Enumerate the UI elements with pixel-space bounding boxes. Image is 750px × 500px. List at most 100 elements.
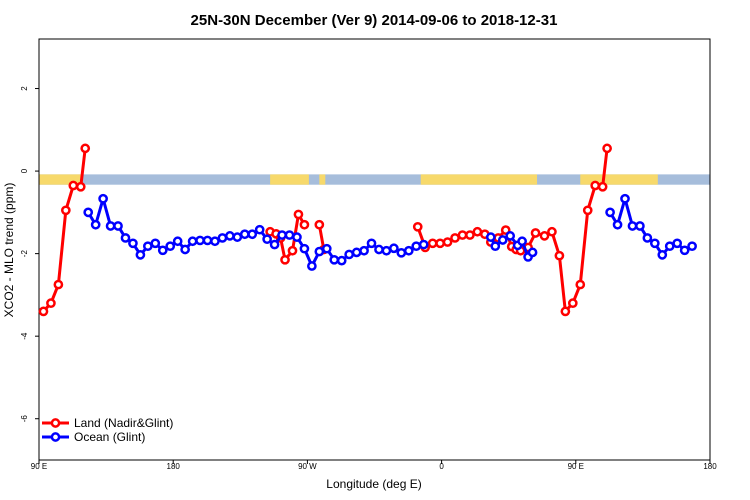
data-point-land [597,181,608,192]
data-point-ocean [381,245,392,256]
data-point-land [539,231,550,241]
data-point-ocean [374,244,384,255]
y-tick-label: -2 [20,250,29,258]
data-point-ocean [517,236,527,247]
y-tick-label: -4 [20,332,29,340]
y-axis-label: XCO2 - MLO trend (ppm) [2,183,16,318]
data-point-ocean [620,193,630,204]
data-point-ocean [217,233,228,243]
data-point-land [427,238,438,249]
data-point-land [75,181,86,192]
chart-title: 25N-30N December (Ver 9) 2014-09-06 to 2… [191,12,558,29]
series-ocean [83,193,697,271]
x-tick-label: 90 E [31,462,47,471]
data-point-land [80,143,91,154]
legend-entry-land: Land (Nadir&Glint) [42,416,173,430]
data-point-ocean [351,247,362,258]
strip-land-segment [270,174,309,185]
series-layer [38,143,697,317]
data-point-ocean [277,230,287,240]
legend-entry-ocean: Ocean (Glint) [42,430,145,444]
data-point-ocean [247,229,258,240]
data-point-ocean [195,235,205,246]
data-point-ocean [642,233,653,243]
series-line-land [42,148,87,313]
y-axis-ticks: 2 0 -2 -4 -6 [20,86,39,423]
data-point-ocean [180,244,190,255]
data-point-land [590,180,601,191]
data-point-ocean [627,221,638,231]
y-tick-label: -6 [20,415,29,423]
data-point-land [472,226,483,237]
data-point-ocean [172,236,183,247]
data-point-land [575,279,586,290]
data-point-land [582,205,593,216]
data-point-ocean [143,241,153,252]
data-point-ocean [113,221,123,231]
data-point-ocean [83,207,94,218]
data-point-ocean [605,207,615,218]
data-point-land [60,205,71,216]
data-point-ocean [239,229,250,240]
data-point-land [287,245,298,256]
strip-land-segment [319,174,326,185]
data-point-ocean [336,255,347,266]
data-point-ocean [321,243,332,254]
legend-marker-ocean [50,432,61,442]
legend-label-ocean: Ocean (Glint) [74,430,145,444]
data-point-land [567,298,578,309]
data-point-land [450,233,460,243]
data-point-land [68,180,79,191]
data-point-ocean [307,261,317,271]
data-point-ocean [359,245,369,256]
data-point-ocean [505,231,516,241]
data-point-land [53,279,64,290]
x-tick-label: 90 W [298,462,317,471]
strip-ocean-band [39,174,710,185]
data-point-ocean [120,233,131,243]
data-point-ocean [403,245,414,256]
data-point-ocean [657,250,668,260]
data-point-land [602,143,612,154]
data-point-ocean [411,241,422,252]
legend: Land (Nadir&Glint) Ocean (Glint) [42,416,173,444]
data-point-ocean [299,243,310,254]
data-point-land [547,226,557,237]
data-point-ocean [157,245,168,256]
data-point-land [280,254,290,265]
data-point-ocean [635,221,645,231]
data-point-ocean [269,239,280,250]
data-point-ocean [165,241,176,252]
data-point-land [457,230,468,240]
data-point-ocean [105,221,116,231]
data-point-ocean [135,250,146,260]
data-point-ocean [210,236,220,247]
data-point-ocean [527,247,538,258]
data-point-ocean [664,241,675,252]
legend-label-land: Land (Nadir&Glint) [74,416,173,430]
data-point-land [442,237,453,247]
data-point-land [293,209,304,220]
data-point-ocean [292,232,302,242]
series-land [38,143,612,317]
data-point-ocean [612,219,623,230]
data-point-ocean [232,232,243,242]
x-axis-ticks: 90 E 180 90 W 0 90 E 180 [31,460,717,471]
data-point-ocean [679,245,690,256]
data-point-land [38,306,49,317]
x-tick-label: 180 [167,462,181,471]
data-point-land [46,298,56,309]
data-point-ocean [329,254,340,265]
data-point-ocean [254,224,265,235]
data-point-land [530,228,541,238]
x-tick-label: 0 [439,462,444,471]
data-point-ocean [649,238,660,249]
data-point-ocean [418,239,429,250]
data-point-land [554,250,565,261]
data-point-ocean [497,235,508,245]
legend-marker-land [50,418,61,428]
data-point-ocean [490,241,501,252]
data-point-ocean [150,238,161,249]
